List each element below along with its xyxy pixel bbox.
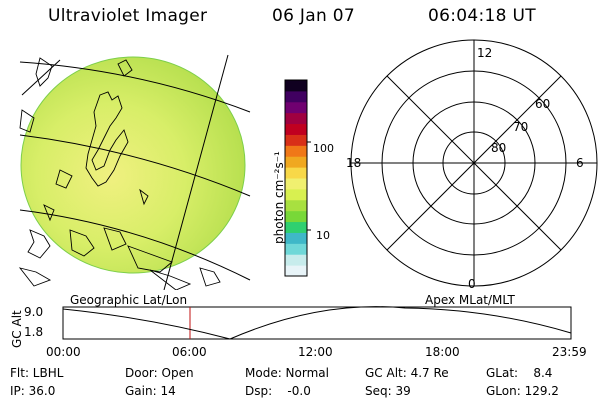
longitude-line [21, 59, 61, 96]
colorbar-segment [285, 90, 307, 103]
mlt-label-0: 0 [468, 277, 476, 291]
altitude-y-top: 9.0 [24, 305, 44, 319]
polar-caption: Apex MLat/MLT [425, 293, 515, 307]
latitude-line [19, 134, 251, 197]
x-tick-1200: 12:00 [298, 345, 333, 359]
colorbar-frame [284, 79, 308, 277]
map-caption: Geographic Lat/Lon [70, 293, 188, 307]
colorbar-segment [285, 243, 307, 255]
latitude-line [19, 209, 251, 281]
colorbar-segment [285, 112, 307, 125]
colorbar-segment [285, 156, 307, 168]
longitude-line [163, 54, 229, 290]
altitude-y-bottom: 1.8 [24, 325, 44, 339]
mlat-label-80: 80 [491, 141, 507, 155]
coastline [18, 57, 221, 290]
altitude-curve [62, 306, 572, 340]
mode-info: Mode: Normal [245, 366, 329, 380]
colorbar-segment [285, 254, 307, 266]
time-label: 06:04:18 UT [428, 6, 536, 26]
date-label: 06 Jan 07 [272, 6, 355, 26]
x-tick-1800: 18:00 [425, 345, 460, 359]
sequence-info: Seq: 39 [365, 384, 411, 398]
dsp-info: Dsp: -0.0 [245, 384, 311, 398]
mlt-label-12: 12 [477, 46, 493, 60]
door-info: Door: Open [125, 366, 194, 380]
x-tick-0600: 06:00 [172, 345, 207, 359]
filter-info: Flt: LBHL [10, 366, 64, 380]
colorbar-segment [285, 134, 307, 146]
mlt-label-6: 6 [576, 156, 584, 170]
mlat-label-60: 60 [535, 97, 551, 111]
colorbar-segment [285, 265, 307, 277]
color-scale-bar [284, 79, 311, 277]
instrument-title: Ultraviolet Imager [48, 6, 208, 26]
ip-info: IP: 36.0 [10, 384, 56, 398]
gc-altitude-info: GC Alt: 4.7 Re [365, 366, 449, 380]
colorbar-segment [285, 232, 307, 244]
mlt-label-18: 18 [346, 156, 362, 170]
mlat-label-70: 70 [513, 120, 529, 134]
colorbar-segment [285, 178, 307, 190]
colorbar-segment [285, 221, 307, 233]
colorbar-segment [285, 123, 307, 135]
polar-diagonal [386, 75, 562, 251]
colorbar-tick-100: 100 [313, 142, 334, 155]
colorbar-segment [285, 145, 307, 157]
colorbar-segment [285, 188, 307, 201]
gain-info: Gain: 14 [125, 384, 176, 398]
glat-info: GLat: 8.4 [486, 366, 553, 380]
x-tick-2359: 23:59 [552, 345, 587, 359]
x-tick-0000: 00:00 [46, 345, 81, 359]
colorbar-segment [285, 199, 307, 212]
colorbar-segment [285, 167, 307, 179]
colorbar-tick-10: 10 [316, 229, 330, 242]
colorbar-segment [285, 210, 307, 223]
colorbar-segment [285, 80, 307, 92]
glon-info: GLon: 129.2 [486, 384, 559, 398]
colorbar-segment [285, 101, 307, 114]
